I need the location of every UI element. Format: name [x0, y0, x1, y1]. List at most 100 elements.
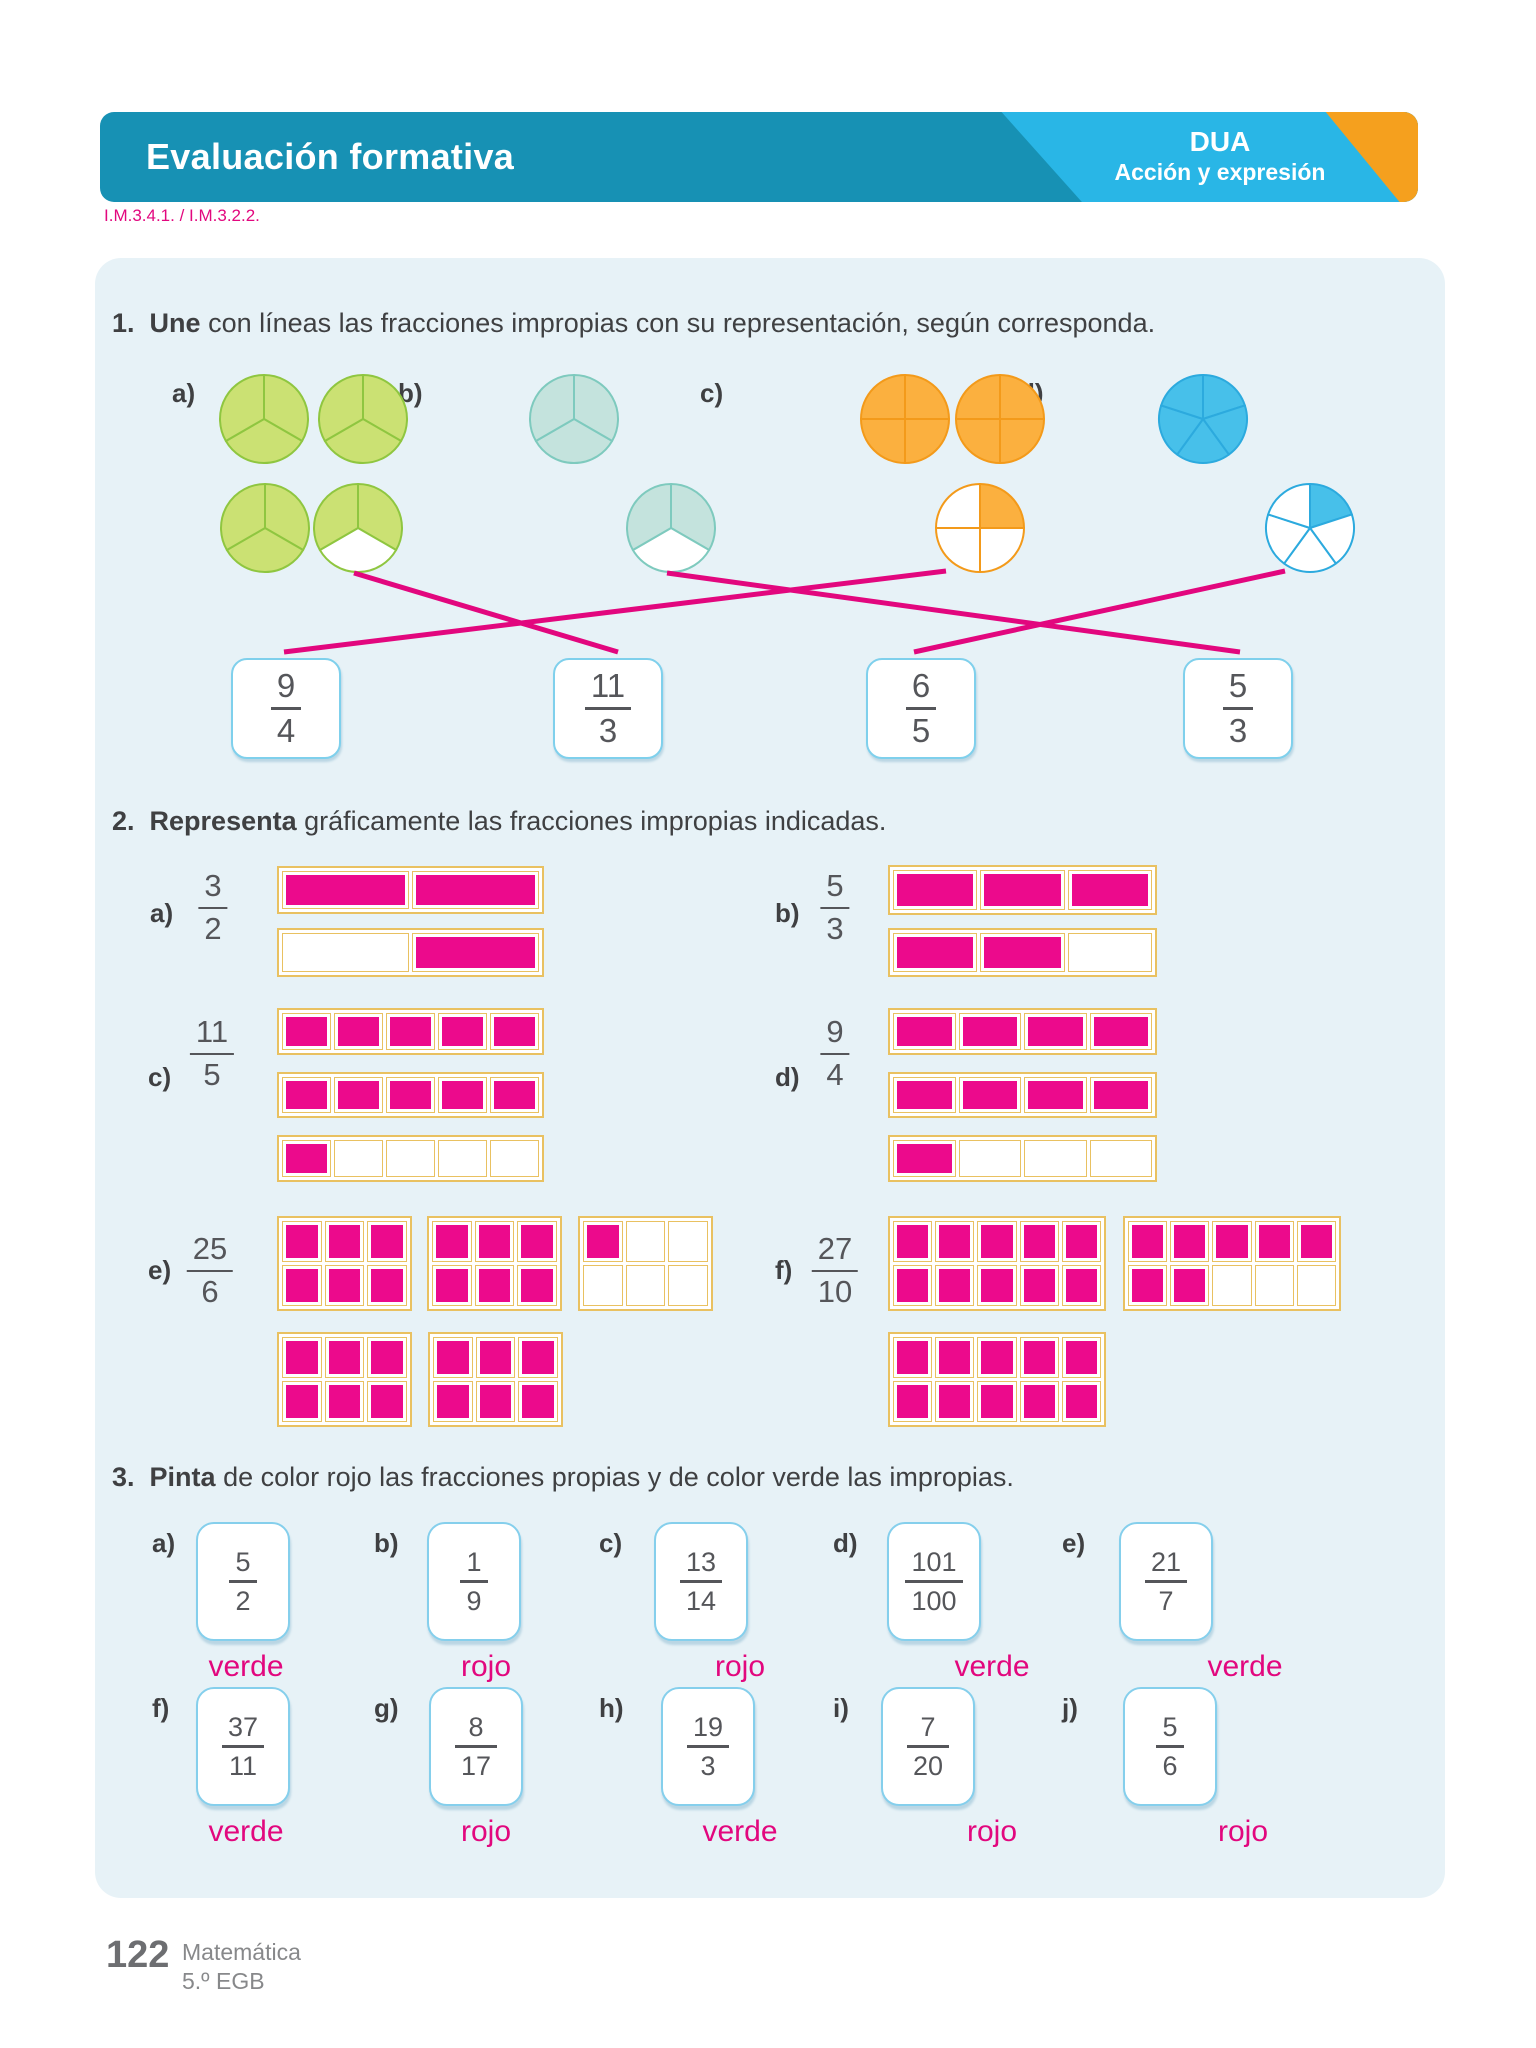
grid-cell-fill	[478, 1269, 511, 1302]
grid-cell	[334, 1013, 383, 1050]
fraction-circle-green	[219, 374, 309, 464]
handwritten-answer: verde	[208, 1815, 284, 1848]
fraction-bar-grid	[277, 866, 544, 914]
grid-cell-fill	[328, 1385, 361, 1418]
grid-cell-fill	[522, 1385, 554, 1418]
grid-cell-fill	[897, 1385, 929, 1418]
handwritten-answer: verde	[1207, 1650, 1283, 1683]
grid-cell-fill	[1300, 1225, 1332, 1258]
grid-cell-fill	[338, 1081, 379, 1109]
grid-cell	[977, 1265, 1017, 1306]
handwritten-answer: rojo	[714, 1650, 766, 1683]
grid-cell-fill	[897, 937, 974, 968]
exercise2-item-fraction: 25 6	[186, 1231, 234, 1309]
exercise3-item-label: f)	[152, 1693, 170, 1723]
fraction-bar-grid	[277, 1135, 544, 1182]
grid-cell	[1212, 1221, 1252, 1262]
fraction-bar-grid	[277, 1216, 412, 1311]
handwritten-answer: verde	[954, 1650, 1030, 1683]
fraction-denominator: 20	[912, 1750, 944, 1781]
grid-cell-fill	[1093, 1017, 1148, 1046]
exercise3-instruction: 3. Pinta de color rojo las fracciones pr…	[112, 1462, 1014, 1493]
grid-cell-fill	[416, 875, 535, 905]
grid-cell-fill	[1065, 1225, 1097, 1258]
grid-cell-fill	[587, 1225, 619, 1258]
fraction-bar	[1222, 707, 1254, 710]
exercise3-instruction-text: de color rojo las fracciones propias y d…	[215, 1462, 1014, 1492]
fraction-circle-teal	[529, 374, 619, 464]
fraction-denominator: 3	[1228, 711, 1248, 749]
fraction-numerator: 5	[1228, 666, 1248, 704]
exercise2-verb: Representa	[149, 806, 297, 836]
fraction-denominator: 3	[700, 1750, 716, 1781]
circle-sector	[999, 418, 1045, 464]
fraction-bar	[905, 1580, 963, 1583]
grid-cell	[1067, 870, 1152, 910]
fraction-numerator: 25	[192, 1231, 228, 1266]
grid-cell-fill	[981, 1341, 1013, 1374]
circle-sector	[318, 374, 364, 442]
fraction-bar	[221, 1745, 265, 1748]
circle-sector	[626, 483, 672, 551]
exercise3-verb: Pinta	[149, 1462, 216, 1492]
fraction-bar	[811, 1269, 859, 1273]
grid-cell	[1089, 1077, 1152, 1113]
circle-sector	[955, 374, 1001, 420]
grid-cell	[1024, 1140, 1087, 1177]
exercise3-item-label: d)	[833, 1528, 858, 1558]
fraction-bar	[270, 707, 302, 710]
exercise2-number: 2.	[112, 806, 135, 836]
grid-cell	[282, 1265, 322, 1306]
grid-cell-fill	[1023, 1341, 1055, 1374]
grid-cell-fill	[479, 1341, 512, 1374]
grid-cell-fill	[897, 1081, 952, 1109]
handwritten-answer: rojo	[966, 1815, 1018, 1848]
fraction-numerator: 21	[1150, 1546, 1182, 1577]
exercise1-number: 1.	[112, 308, 135, 338]
grid-cell	[935, 1265, 975, 1306]
grid-cell-fill	[1174, 1225, 1206, 1258]
grid-cell	[977, 1381, 1017, 1422]
fraction-bar-grid	[888, 1135, 1157, 1182]
grid-cell-fill	[494, 1017, 535, 1046]
footer-note: Matemática 5.º EGB	[182, 1938, 301, 1997]
fraction-denominator: 14	[685, 1585, 717, 1616]
fraction-bar	[189, 1052, 235, 1056]
grid-cell	[282, 1077, 331, 1113]
grid-cell	[935, 1221, 975, 1262]
grid-cell	[893, 1337, 933, 1378]
grid-cell	[386, 1077, 435, 1113]
fraction: 101 100	[905, 1546, 963, 1615]
grid-cell-fill	[962, 1081, 1017, 1109]
grid-cell	[282, 1337, 322, 1378]
grid-cell-fill	[984, 937, 1061, 968]
grid-cell	[1128, 1265, 1168, 1306]
exercise3-item-label: b)	[374, 1528, 399, 1558]
grid-cell	[958, 1140, 1021, 1177]
grid-cell	[1019, 1381, 1059, 1422]
fraction-bar	[686, 1745, 730, 1748]
fraction: 11 3	[584, 668, 632, 749]
fraction-bar-grid	[578, 1216, 713, 1311]
fraction-bar-grid	[888, 928, 1157, 977]
fraction-numerator: 101	[911, 1546, 957, 1577]
grid-cell	[282, 1381, 322, 1422]
circle-sector	[1158, 404, 1204, 456]
grid-cell	[517, 1221, 557, 1262]
fraction: 13 14	[679, 1548, 723, 1616]
grid-cell-fill	[328, 1341, 361, 1374]
fraction-bar-grid	[277, 1332, 412, 1427]
grid-cell	[367, 1265, 407, 1306]
grid-cell	[583, 1265, 623, 1306]
grid-cell	[367, 1337, 407, 1378]
exercise3-item-label: h)	[599, 1693, 624, 1723]
grid-cell-fill	[328, 1225, 361, 1258]
circle-sector	[904, 418, 950, 464]
grid-cell-fill	[390, 1081, 431, 1109]
fraction-numerator: 5	[1162, 1711, 1178, 1742]
grid-cell-fill	[436, 1225, 468, 1258]
grid-cell	[474, 1265, 515, 1306]
grid-cell	[893, 1221, 933, 1262]
